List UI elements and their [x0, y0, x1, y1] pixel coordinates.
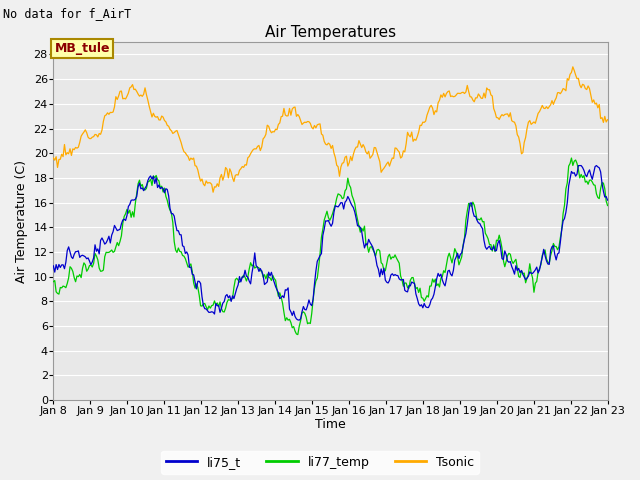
Text: No data for f_AirT: No data for f_AirT: [3, 7, 131, 20]
Title: Air Temperatures: Air Temperatures: [265, 24, 396, 39]
Legend: li75_t, li77_temp, Tsonic: li75_t, li77_temp, Tsonic: [161, 451, 479, 474]
X-axis label: Time: Time: [315, 419, 346, 432]
Y-axis label: Air Temperature (C): Air Temperature (C): [15, 160, 28, 283]
Text: MB_tule: MB_tule: [54, 42, 110, 55]
